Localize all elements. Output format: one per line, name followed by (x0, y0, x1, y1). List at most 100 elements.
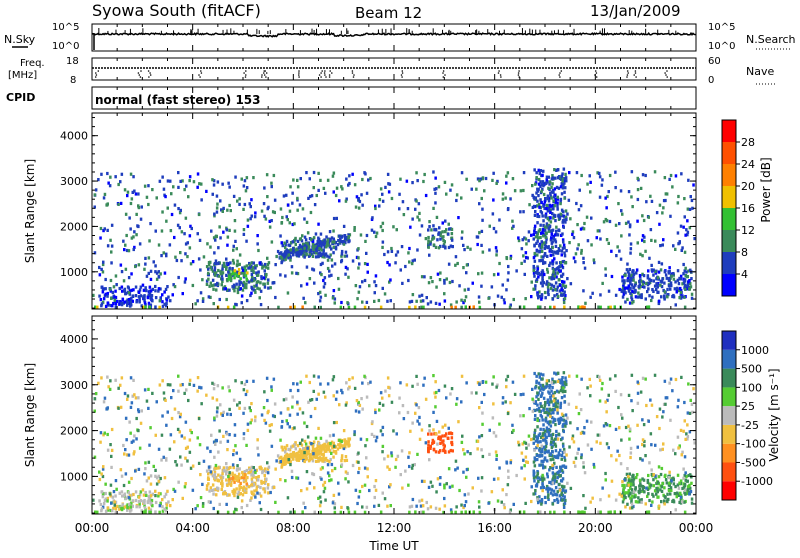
data-cell (552, 475, 555, 478)
data-cell (177, 428, 180, 431)
nsky-tick-bottom: 10^0 (52, 41, 79, 52)
nsky-line (92, 33, 696, 37)
data-cell (628, 284, 631, 287)
data-cell (562, 445, 565, 448)
data-cell (449, 392, 452, 395)
data-cell (222, 207, 225, 210)
data-cell (114, 299, 117, 302)
data-cell (221, 183, 224, 186)
data-cell (576, 247, 579, 250)
data-cell (630, 447, 633, 450)
data-cell (460, 400, 463, 403)
data-cell (271, 185, 274, 188)
data-cell (553, 306, 556, 309)
data-cell (544, 451, 547, 454)
data-cell (549, 420, 552, 423)
data-cell (631, 374, 634, 377)
data-cell (561, 458, 564, 461)
data-cell (184, 457, 187, 460)
data-cell (671, 500, 674, 503)
data-cell (666, 288, 669, 291)
data-cell (319, 383, 322, 386)
data-cell (564, 297, 567, 300)
data-cell (357, 461, 360, 464)
data-cell (287, 244, 290, 247)
data-cell (232, 453, 235, 456)
data-cell (599, 498, 602, 501)
data-cell (366, 263, 369, 266)
data-cell (240, 287, 243, 290)
data-cell (242, 208, 245, 211)
data-cell (387, 173, 390, 176)
data-cell (423, 275, 426, 278)
data-cell (142, 284, 145, 287)
data-cell (589, 385, 592, 388)
data-cell (298, 451, 301, 454)
data-cell (564, 261, 567, 264)
data-cell (358, 495, 361, 498)
data-cell (243, 233, 246, 236)
nave-dot (319, 74, 321, 76)
data-cell (421, 428, 424, 431)
data-cell (639, 274, 642, 277)
data-cell (361, 505, 364, 508)
data-cell (546, 472, 549, 475)
data-cell (550, 492, 553, 495)
data-cell (681, 295, 684, 298)
data-cell (477, 440, 480, 443)
data-cell (256, 287, 259, 290)
data-cell (491, 383, 494, 386)
data-cell (658, 465, 661, 468)
data-cell (265, 266, 268, 269)
data-cell (654, 444, 657, 447)
data-cell (290, 453, 293, 456)
nave-dot (149, 72, 151, 74)
data-cell (348, 444, 351, 447)
data-cell (465, 381, 468, 384)
data-cell (222, 414, 225, 417)
data-cell (552, 229, 555, 232)
data-cell (548, 283, 551, 286)
data-cell (523, 375, 526, 378)
data-cell (563, 306, 566, 309)
data-cell (552, 458, 555, 461)
data-cell (167, 179, 170, 182)
data-cell (542, 219, 545, 222)
data-cell (663, 297, 666, 300)
data-cell (172, 389, 175, 392)
data-cell (373, 300, 376, 303)
nave-dot (635, 76, 637, 78)
data-cell (552, 271, 555, 274)
data-cell (287, 422, 290, 425)
data-cell (547, 245, 550, 248)
ytick-label: 1000 (60, 266, 88, 279)
data-cell (235, 487, 238, 490)
data-cell (329, 238, 332, 241)
data-cell (455, 199, 458, 202)
data-cell (507, 265, 510, 268)
data-cell (383, 457, 386, 460)
data-cell (167, 296, 170, 299)
data-cell (251, 477, 254, 480)
data-cell (480, 448, 483, 451)
power-heatmap (92, 168, 696, 310)
data-cell (652, 473, 655, 476)
data-cell (302, 411, 305, 414)
data-cell (320, 478, 323, 481)
data-cell (174, 460, 177, 463)
data-cell (313, 282, 316, 285)
data-cell (621, 213, 624, 216)
data-cell (228, 186, 231, 189)
data-cell (200, 402, 203, 405)
data-cell (599, 306, 602, 309)
data-cell (580, 204, 583, 207)
data-cell (135, 192, 138, 195)
data-cell (148, 444, 151, 447)
data-cell (226, 262, 229, 265)
data-cell (325, 252, 328, 255)
data-cell (288, 458, 291, 461)
data-cell (355, 206, 358, 209)
data-cell (198, 462, 201, 465)
data-cell (605, 478, 608, 481)
data-cell (664, 380, 667, 383)
